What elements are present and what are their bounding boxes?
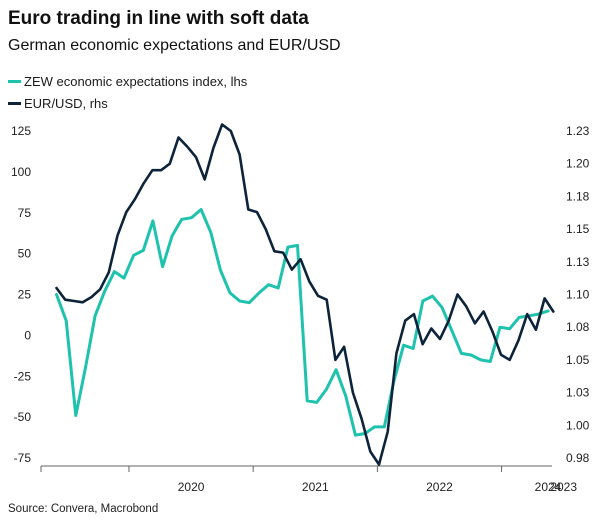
left-tick-label: 75 [18, 206, 32, 220]
left-tick-label: 125 [11, 124, 31, 138]
right-tick-label: 1.05 [566, 353, 590, 367]
left-tick-label: 50 [18, 247, 32, 261]
source-note: Source: Convera, Macrobond [8, 503, 159, 515]
legend-item-zew: ZEW economic expectations index, lhs [8, 70, 247, 92]
legend-label-zew: ZEW economic expectations index, lhs [24, 73, 248, 89]
eurusd-series-line [55, 123, 555, 466]
zew-series-line [55, 208, 550, 437]
left-tick-label: 100 [11, 165, 31, 179]
legend-item-eurusd: EUR/USD, rhs [8, 92, 247, 114]
chart-title: Euro trading in line with soft data [8, 8, 309, 29]
left-tick-label: -50 [14, 410, 32, 424]
x-tick-label: 2021 [302, 480, 329, 494]
legend-label-eurusd: EUR/USD, rhs [24, 95, 108, 111]
legend-swatch-eurusd [8, 101, 21, 105]
right-tick-label: 1.00 [566, 418, 590, 432]
right-tick-label: 1.13 [566, 255, 590, 269]
legend-swatch-zew [8, 79, 21, 83]
x-tick-label: 2024 [535, 480, 562, 494]
right-tick-label: 0.98 [566, 451, 590, 465]
left-tick-label: -75 [14, 451, 32, 465]
right-tick-label: 1.03 [566, 386, 590, 400]
right-tick-label: 1.15 [566, 222, 590, 236]
right-tick-label: 1.23 [566, 124, 590, 138]
chart-subtitle: German economic expectations and EUR/USD [8, 37, 341, 54]
x-tick-label: 2020 [178, 480, 205, 494]
right-tick-label: 1.20 [566, 157, 590, 171]
left-tick-label: 0 [24, 328, 31, 342]
left-tick-label: 25 [18, 288, 32, 302]
right-tick-label: 1.18 [566, 189, 590, 203]
right-tick-label: 1.10 [566, 288, 590, 302]
left-tick-label: -25 [14, 369, 32, 383]
x-tick-label: 2023 [550, 480, 577, 494]
legend: ZEW economic expectations index, lhs EUR… [8, 70, 247, 114]
x-tick-label: 2022 [426, 480, 453, 494]
right-tick-label: 1.08 [566, 320, 590, 334]
